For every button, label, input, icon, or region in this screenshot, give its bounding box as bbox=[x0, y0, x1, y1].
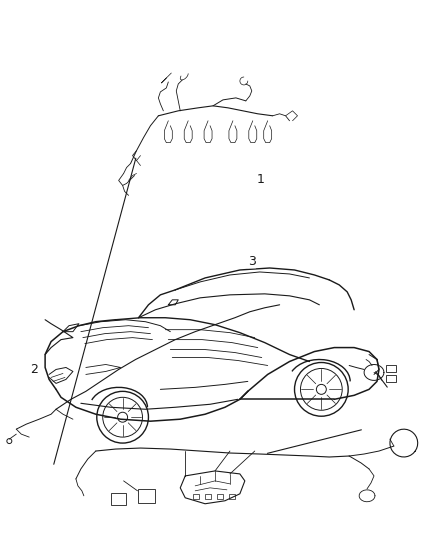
Bar bbox=[229, 494, 235, 499]
Circle shape bbox=[118, 412, 127, 422]
Text: 2: 2 bbox=[30, 364, 38, 376]
Bar bbox=[111, 493, 126, 505]
Bar bbox=[138, 489, 155, 503]
Bar bbox=[386, 366, 396, 373]
Bar bbox=[386, 375, 396, 382]
Bar bbox=[205, 494, 211, 499]
Bar bbox=[217, 494, 223, 499]
Bar bbox=[193, 494, 199, 499]
Circle shape bbox=[316, 384, 326, 394]
Text: 3: 3 bbox=[248, 255, 256, 268]
Text: 1: 1 bbox=[256, 173, 264, 185]
